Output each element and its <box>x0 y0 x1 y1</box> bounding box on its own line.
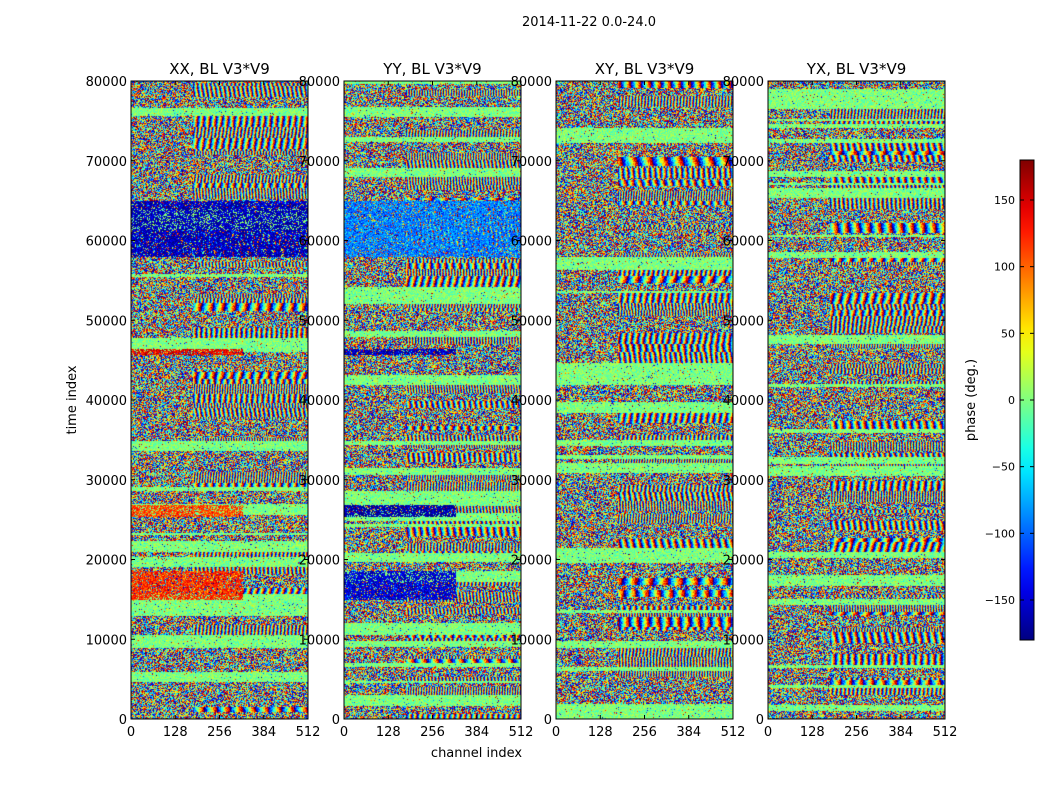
colorbar-label: phase (deg.) <box>964 359 979 441</box>
y-tick-label: 0 <box>756 713 764 728</box>
panel-1: XX, BL V3*V9 0 128 256 384 512 0 10000 20000 3000… <box>65 60 320 740</box>
colorbar-tick-label: 0 <box>1008 394 1015 407</box>
heatmap-panels: XX, BL V3*V9 0 128 256 384 512 0 10000 20000 3000… <box>65 60 957 761</box>
panel-title: XX, BL V3*V9 <box>169 60 270 78</box>
y-tick-label: 30000 <box>299 474 340 489</box>
y-tick-label: 70000 <box>723 155 764 170</box>
y-tick-label: 70000 <box>511 155 552 170</box>
panel-title: YX, BL V3*V9 <box>806 60 907 78</box>
y-tick-label: 20000 <box>299 554 340 569</box>
y-tick-label: 70000 <box>86 155 127 170</box>
panel-4: YX, BL V3*V9 0 128 256 384 512 0 10000 20000 3000… <box>723 60 958 740</box>
x-tick-label: 384 <box>464 725 489 740</box>
colorbar-tick-label: −50 <box>992 461 1015 474</box>
x-tick-label: 512 <box>296 725 321 740</box>
y-tick-label: 10000 <box>723 633 764 648</box>
x-tick-label: 0 <box>552 725 560 740</box>
x-tick-label: 128 <box>163 725 188 740</box>
colorbar-tick-label: 150 <box>994 194 1015 207</box>
x-axis-label: channel index <box>431 746 522 761</box>
y-tick-label: 40000 <box>299 394 340 409</box>
colorbar-tick-label: 100 <box>994 261 1015 274</box>
panel-title: XY, BL V3*V9 <box>595 60 695 78</box>
colorbar-tick-label: −150 <box>985 594 1015 607</box>
y-tick-label: 30000 <box>86 474 127 489</box>
y-tick-label: 20000 <box>86 554 127 569</box>
y-tick-label: 60000 <box>86 235 127 250</box>
x-tick-label: 0 <box>127 725 135 740</box>
y-tick-label: 60000 <box>511 235 552 250</box>
y-axis-label: time index <box>65 365 80 434</box>
x-tick-label: 0 <box>340 725 348 740</box>
x-tick-label: 384 <box>251 725 276 740</box>
panel-3: XY, BL V3*V9 0 128 256 384 512 0 10000 20000 3000… <box>511 60 746 740</box>
x-tick-label: 256 <box>420 725 445 740</box>
y-tick-label: 40000 <box>723 394 764 409</box>
x-tick-label: 384 <box>888 725 913 740</box>
y-tick-label: 40000 <box>86 394 127 409</box>
x-tick-label: 128 <box>376 725 401 740</box>
y-tick-label: 80000 <box>86 75 127 90</box>
y-tick-label: 40000 <box>511 394 552 409</box>
y-tick-label: 10000 <box>511 633 552 648</box>
y-tick-label: 0 <box>119 713 127 728</box>
y-tick-label: 30000 <box>511 474 552 489</box>
heatmap-image <box>556 81 733 719</box>
y-tick-label: 20000 <box>723 554 764 569</box>
y-tick-label: 60000 <box>299 235 340 250</box>
y-tick-label: 80000 <box>299 75 340 90</box>
colorbar-tick-label: 50 <box>1001 327 1015 340</box>
heatmap-image <box>344 81 521 719</box>
colorbar-tick-label: −100 <box>985 527 1015 540</box>
x-tick-label: 512 <box>721 725 746 740</box>
x-tick-label: 256 <box>207 725 232 740</box>
y-tick-label: 80000 <box>723 75 764 90</box>
y-tick-label: 10000 <box>299 633 340 648</box>
panel-2: YY, BL V3*V9 0 128 256 384 512 0 10000 20000 3000… <box>299 60 534 761</box>
y-tick-label: 50000 <box>86 314 127 329</box>
y-tick-label: 50000 <box>299 314 340 329</box>
y-tick-label: 50000 <box>723 314 764 329</box>
y-tick-label: 0 <box>332 713 340 728</box>
x-tick-label: 128 <box>588 725 613 740</box>
y-tick-label: 20000 <box>511 554 552 569</box>
x-tick-label: 512 <box>933 725 958 740</box>
y-tick-label: 50000 <box>511 314 552 329</box>
y-tick-label: 30000 <box>723 474 764 489</box>
colorbar: −150 −100 −50 0 50 100 150 phase (deg.) <box>964 159 1035 641</box>
y-tick-label: 70000 <box>299 155 340 170</box>
y-tick-label: 0 <box>544 713 552 728</box>
y-tick-label: 80000 <box>511 75 552 90</box>
x-tick-label: 256 <box>632 725 657 740</box>
x-tick-label: 256 <box>844 725 869 740</box>
x-tick-label: 384 <box>676 725 701 740</box>
heatmap-image <box>131 81 308 719</box>
x-tick-label: 0 <box>764 725 772 740</box>
y-tick-label: 10000 <box>86 633 127 648</box>
x-tick-label: 512 <box>509 725 534 740</box>
x-tick-label: 128 <box>800 725 825 740</box>
y-tick-label: 60000 <box>723 235 764 250</box>
heatmap-image <box>768 81 945 719</box>
figure-title: 2014-11-22 0.0-24.0 <box>522 15 656 30</box>
panel-title: YY, BL V3*V9 <box>382 60 481 78</box>
